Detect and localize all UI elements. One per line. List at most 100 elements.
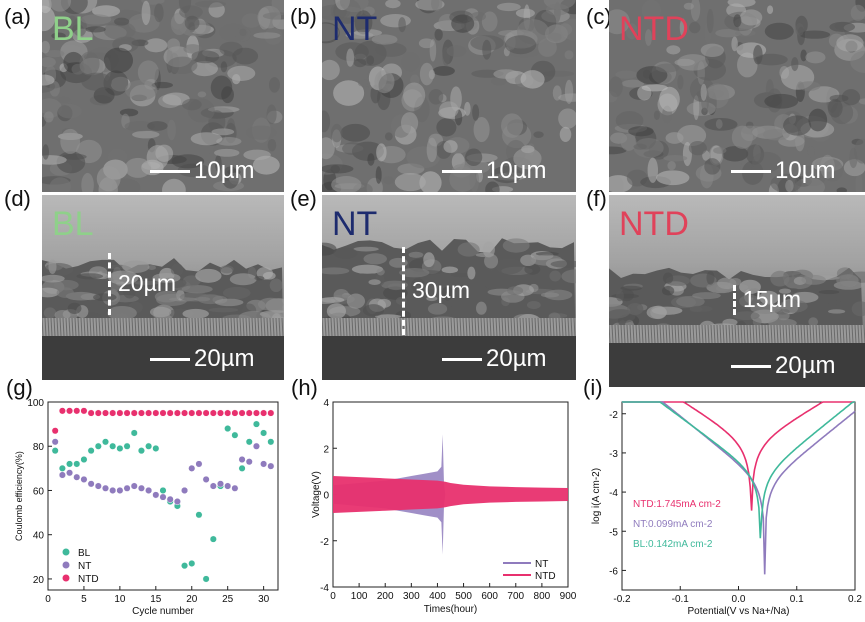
data-point-bl [137, 447, 145, 455]
x-tick-label: 15 [150, 594, 162, 605]
sample-title: NT [332, 205, 378, 243]
data-point-bl [252, 420, 260, 428]
data-point-bl [101, 438, 110, 446]
corrosion-current-label: NTD:1.745mA cm-2 [633, 499, 721, 510]
scale-bar-label: 20µm [194, 345, 255, 372]
scale-bar [442, 358, 482, 361]
sample-title: NTD [619, 205, 689, 243]
panel-label-b: (b) [290, 4, 317, 29]
x-tick-label: -0.2 [613, 594, 631, 605]
sem-image-f: NTD 20µm 15µm [609, 195, 865, 387]
voltage-profile-chart: 0 100 200 300 400 500 600 700 800 900 -4 -2 0 2 4 Times… [311, 398, 577, 615]
data-point-ntd [94, 409, 102, 417]
x-axis-label: Cycle number [132, 606, 194, 617]
data-point-ntd [245, 409, 253, 417]
x-tick-label: 900 [560, 591, 577, 602]
data-point-ntd [173, 409, 181, 417]
sample-title: BL [52, 10, 94, 48]
scale-bar [150, 358, 190, 361]
data-point-ntd [130, 409, 138, 417]
scale-bar-label: 10µm [775, 157, 836, 184]
y-tick-label: -2 [609, 410, 618, 421]
data-point-bl [109, 442, 117, 450]
plot-frame [621, 401, 856, 591]
data-point-bl [159, 486, 167, 495]
data-point-nt [173, 497, 181, 506]
sample-title: NTD [619, 10, 689, 48]
data-point-nt [238, 455, 246, 464]
tafel-curve-ntd [622, 401, 855, 511]
legend-label: NT [78, 561, 91, 572]
y-tick-label: 100 [27, 398, 44, 409]
x-tick-label: 0.2 [848, 594, 862, 605]
scale-bar [731, 170, 771, 173]
sem-image-d: BL 20µm 20µm [42, 195, 284, 380]
coulomb-efficiency-chart: 0 5 10 15 20 25 30 20 40 60 80 100 Cycle number Coulo… [14, 398, 279, 617]
data-point-ntd [209, 409, 217, 417]
x-tick-label: 600 [481, 591, 498, 602]
legend-label: NTD [78, 574, 99, 585]
data-point-nt [87, 480, 95, 488]
panel-label-d: (d) [4, 186, 31, 211]
y-tick-label: 0 [323, 491, 329, 502]
panel-label-a: (a) [4, 4, 31, 29]
data-point-ntd [260, 409, 268, 417]
x-tick-label: 0 [45, 594, 51, 605]
scale-bar-label: 10µm [194, 157, 255, 184]
legend-marker-ntd [62, 574, 70, 582]
data-point-bl [87, 447, 95, 455]
x-tick-label: 200 [377, 591, 394, 602]
data-point-ntd [152, 409, 160, 417]
data-point-bl [245, 438, 253, 446]
x-tick-label: 10 [114, 594, 126, 605]
x-axis-label: Potential(V vs Na+/Na) [688, 606, 790, 617]
thickness-marker [402, 247, 405, 335]
sem-texture [609, 0, 865, 192]
data-point-nt [260, 460, 268, 468]
data-point-nt [252, 442, 260, 450]
x-tick-label: 800 [534, 591, 551, 602]
x-tick-label: -0.1 [672, 594, 690, 605]
y-axis-label: log i(A cm-2) [591, 468, 602, 524]
data-point-ntd [116, 409, 124, 417]
legend-marker-nt [62, 561, 70, 569]
sem-image-b: NT 10µm [322, 0, 576, 192]
data-point-bl [195, 511, 203, 519]
data-point-ntd [224, 409, 232, 417]
data-point-bl [209, 535, 217, 543]
y-axis-label: Voltage(V) [311, 471, 322, 518]
data-point-nt [224, 482, 232, 490]
y-tick-label: 20 [33, 575, 45, 586]
data-point-bl [73, 460, 81, 468]
data-point-nt [216, 480, 225, 488]
thickness-marker [108, 253, 111, 315]
data-point-bl [181, 562, 189, 570]
data-point-bl [188, 559, 196, 568]
y-tick-label: 4 [323, 398, 329, 409]
y-tick-label: -4 [320, 583, 329, 594]
data-point-ntd [101, 409, 110, 417]
data-point-nt [116, 486, 124, 495]
legend-label: NT [535, 559, 548, 570]
x-tick-label: 5 [81, 594, 87, 605]
data-point-nt [130, 482, 138, 490]
y-tick-label: -4 [609, 488, 618, 499]
y-tick-label: -5 [609, 527, 618, 538]
x-axis-label: Times(hour) [424, 604, 478, 615]
scale-bar-label: 10µm [486, 157, 547, 184]
tafel-chart: -0.2 -0.1 0.0 0.1 0.2 -2 -3 -4 -5 -6 Potential(V v… [591, 401, 862, 617]
sem-image-c: NTD 10µm [609, 0, 865, 192]
data-point-bl [51, 447, 59, 455]
x-tick-label: 20 [186, 594, 198, 605]
corrosion-current-label: NT:0.099mA cm-2 [633, 519, 713, 530]
panel-label-i: (i) [583, 375, 603, 400]
data-point-nt [145, 486, 153, 495]
sem-texture [609, 195, 865, 387]
data-point-ntd [137, 409, 145, 417]
sem-texture [42, 0, 284, 192]
scale-bar [442, 170, 482, 173]
data-point-bl [123, 442, 131, 450]
data-point-nt [73, 473, 81, 481]
data-point-nt [109, 486, 117, 495]
sem-image-e: NT 20µm 30µm [322, 195, 576, 380]
